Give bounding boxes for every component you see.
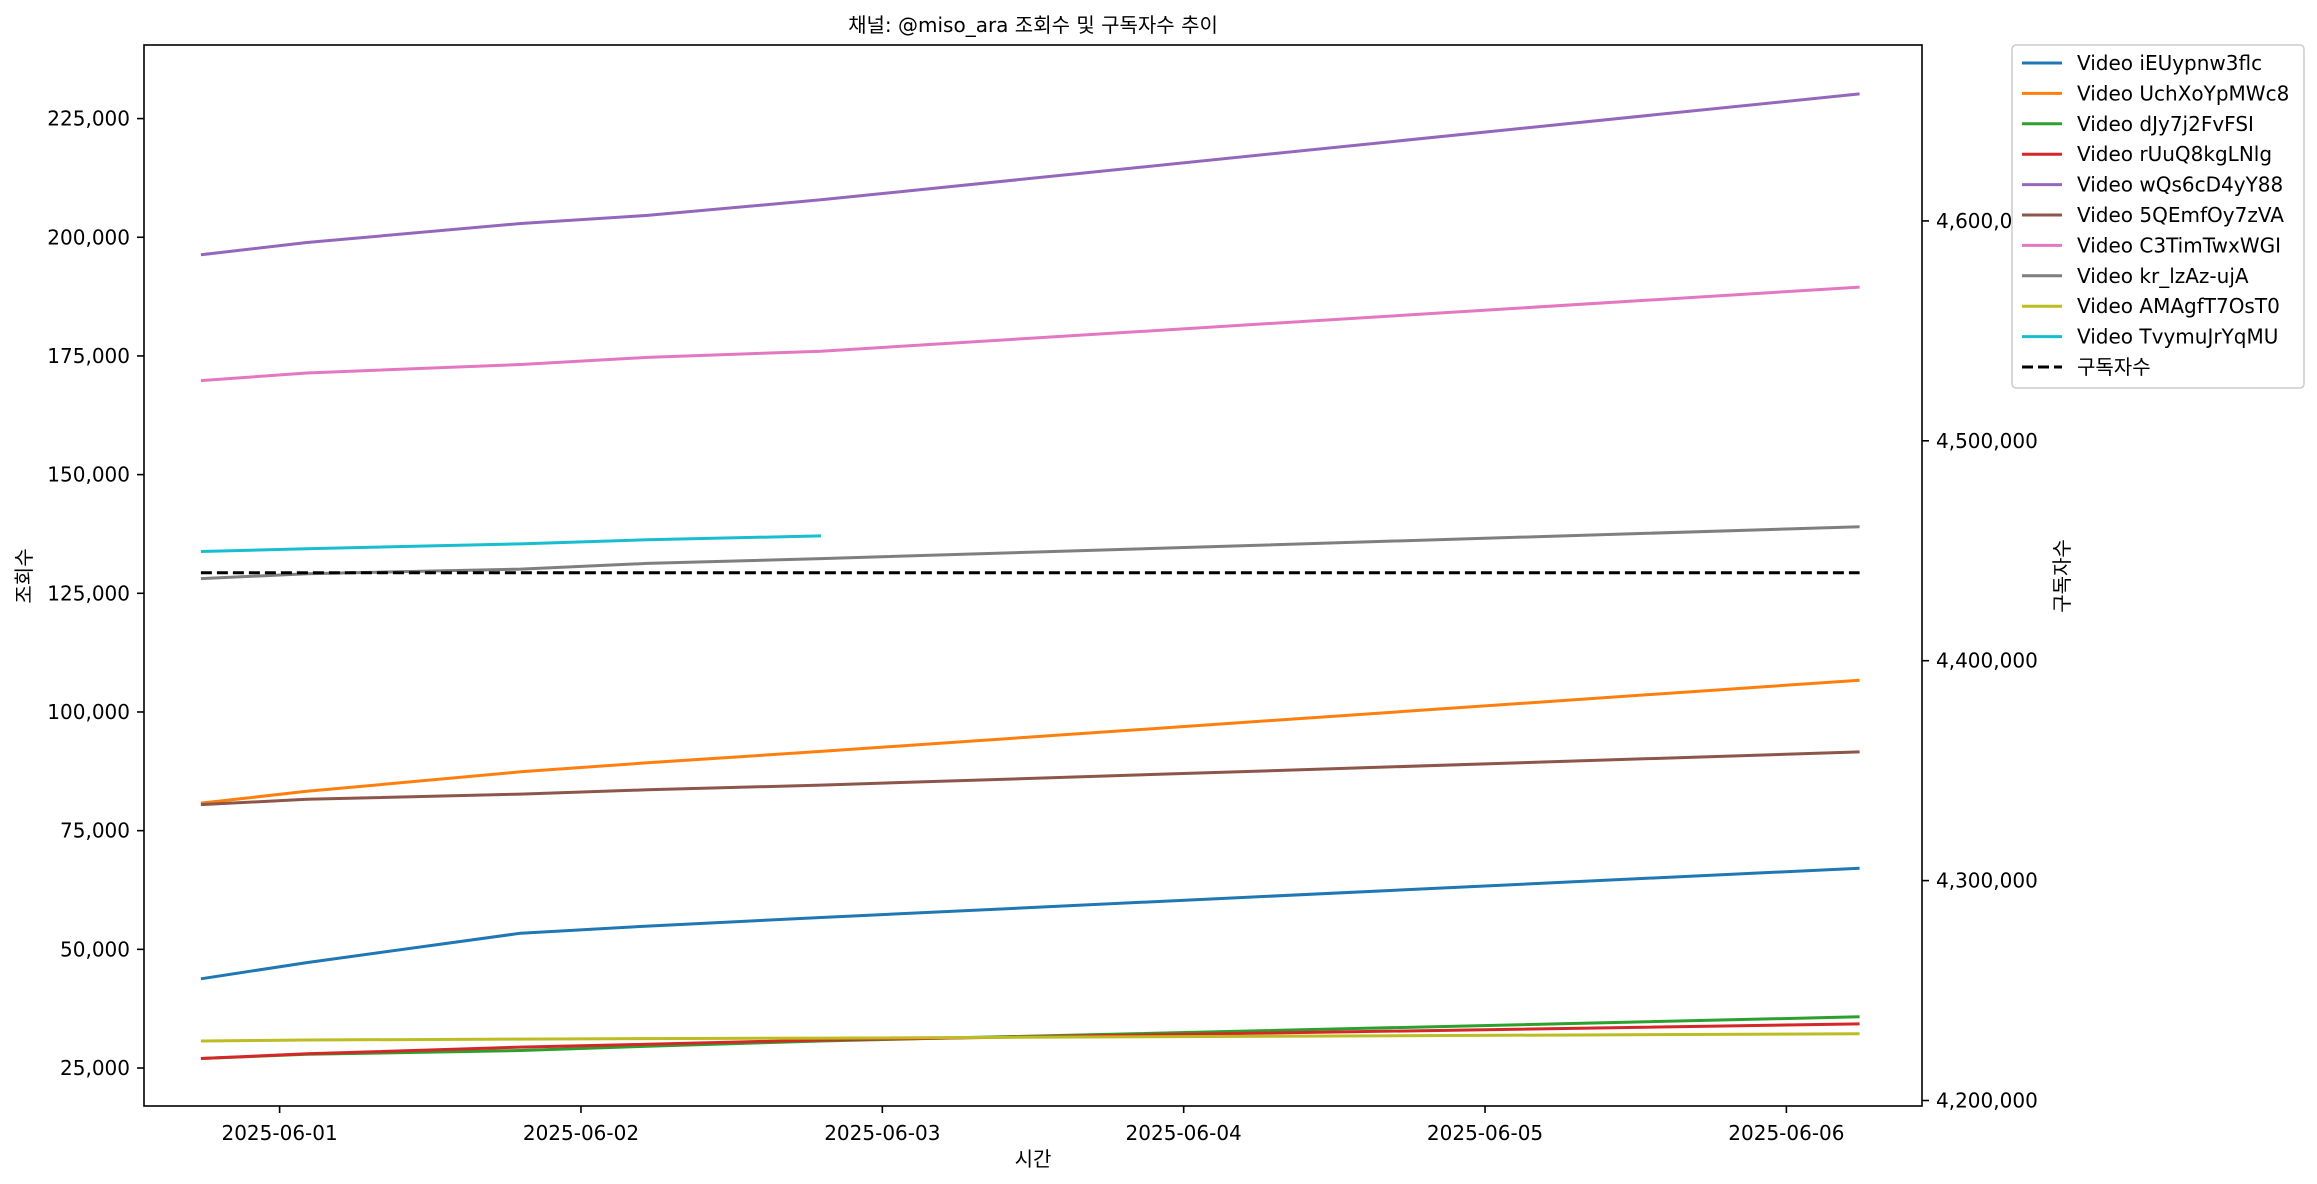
y-axis-left: 25,000 50,000 75,000 100,000 125,000 150,000 1… (47, 107, 144, 1080)
y-tick-label: 175,000 (47, 344, 130, 368)
series-line-4 (200, 92, 1860, 257)
x-axis: 2025-06-01 2025-06-02 2025-06-03 2025-06-04… (221, 1106, 1845, 1145)
y2-tick-label: 4,400,000 (1936, 649, 2038, 673)
series-line-6 (200, 285, 1860, 383)
legend-label: Video rUuQ8kgLNlg (2077, 142, 2272, 166)
x-tick-label: 2025-06-05 (1427, 1121, 1543, 1145)
y2-tick-label: 4,300,000 (1936, 869, 2038, 893)
legend-label: 구독자수 (2077, 355, 2151, 379)
x-tick-label: 2025-06-06 (1728, 1121, 1844, 1145)
series-lines (200, 92, 1860, 1060)
y2-axis-label: 구독자수 (2050, 539, 2074, 613)
legend-box (2011, 44, 2305, 389)
series-line-7 (200, 525, 1860, 581)
legend-label: Video iEUypnw3flc (2077, 51, 2262, 75)
legend-label: Video UchXoYpMWc8 (2077, 81, 2289, 105)
y2-tick-label: 4,500,000 (1936, 429, 2038, 453)
legend-label: Video C3TimTwxWGI (2077, 233, 2281, 257)
chart-title: 채널: @miso_ara 조회수 및 구독자수 추이 (848, 13, 1218, 37)
y-tick-label: 150,000 (47, 463, 130, 487)
y2-tick-label: 4,200,000 (1936, 1089, 2038, 1113)
y-tick-label: 100,000 (47, 700, 130, 724)
y-tick-label: 125,000 (47, 581, 130, 605)
legend-label: Video kr_lzAz-ujA (2077, 264, 2249, 288)
legend-label: Video wQs6cD4yY88 (2077, 173, 2283, 197)
y-axis-right: 4,200,0004,300,0004,400,0004,500,0004,60… (1922, 209, 2038, 1113)
series-line-0 (200, 866, 1860, 981)
series-line-1 (200, 678, 1860, 805)
x-tick-label: 2025-06-01 (221, 1121, 337, 1145)
legend-label: Video TvymuJrYqMU (2077, 325, 2278, 349)
plot-area (143, 44, 1923, 1107)
x-tick-label: 2025-06-02 (523, 1121, 639, 1145)
y-tick-label: 225,000 (47, 107, 130, 131)
legend-label: Video AMAgfT7OsT0 (2077, 294, 2280, 318)
legend: Video iEUypnw3flc Video UchXoYpMWc8 Video … (2011, 44, 2305, 389)
y-tick-label: 50,000 (60, 937, 130, 961)
y-axis-label: 조회수 (12, 548, 36, 603)
series-line-3 (200, 1022, 1860, 1060)
legend-label: Video 5QEmfOy7zVA (2077, 203, 2284, 227)
x-axis-label: 시간 (1015, 1147, 1052, 1171)
legend-label: Video dJy7j2FvFSI (2077, 112, 2254, 136)
series-line-9 (200, 534, 822, 553)
x-tick-label: 2025-06-04 (1126, 1121, 1242, 1145)
y-tick-label: 75,000 (60, 819, 130, 843)
series-line-8 (200, 1032, 1860, 1043)
x-tick-label: 2025-06-03 (824, 1121, 940, 1145)
series-line-5 (200, 750, 1860, 807)
y-tick-label: 25,000 (60, 1056, 130, 1080)
y-tick-label: 200,000 (47, 225, 130, 249)
